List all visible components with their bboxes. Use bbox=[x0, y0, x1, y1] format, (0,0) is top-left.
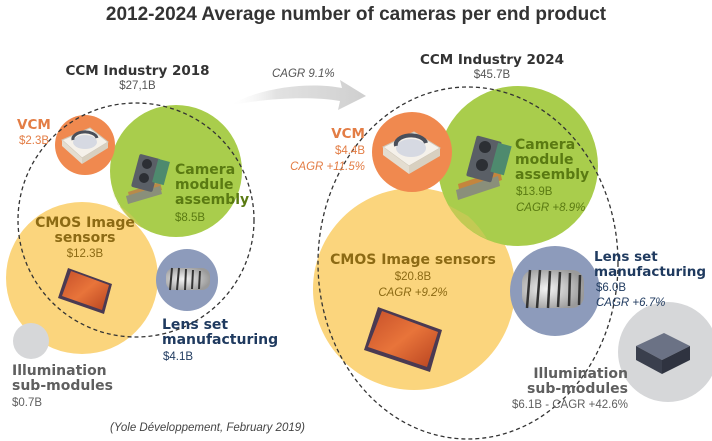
arrow-cagr-label: CAGR 9.1% bbox=[272, 68, 335, 80]
illumination-2024-label: Illumination sub-modules bbox=[500, 367, 628, 397]
header-2018: CCM Industry 2018 bbox=[65, 63, 210, 79]
cmos-2018-label-line1: CMOS Image bbox=[35, 215, 135, 231]
circle-2024-camera bbox=[438, 86, 598, 246]
page-title: 2012-2024 Average number of cameras per … bbox=[105, 4, 607, 25]
camera-2024-value: $13.9B bbox=[516, 186, 553, 198]
boundary-2024 bbox=[317, 86, 619, 440]
lens-2024-cagr: CAGR +6.7% bbox=[596, 297, 666, 309]
camera-2018-label-line2: module bbox=[175, 177, 234, 193]
vcm-2024-label: VCM bbox=[331, 126, 365, 142]
camera-2024-label: Camera module assembly bbox=[515, 138, 589, 183]
growth-arrow bbox=[228, 80, 366, 110]
circle-2024-cmos bbox=[313, 188, 515, 390]
cmos-2018-value: $12.3B bbox=[66, 248, 104, 260]
illumination-2024-label-line1: Illumination bbox=[533, 366, 628, 382]
camera-module-2024-icon bbox=[456, 135, 512, 200]
cmos-sensor-2024-icon bbox=[364, 307, 442, 372]
vcm-2018-icon bbox=[61, 127, 109, 164]
circle-2018-illumination bbox=[13, 323, 49, 359]
overlap-2018-cmos-camera bbox=[112, 190, 142, 228]
lens-2018-label-line2: manufacturing bbox=[162, 332, 279, 348]
header-2024: CCM Industry 2024 bbox=[419, 52, 565, 68]
illumination-2024-label-line2: sub-modules bbox=[527, 381, 628, 397]
camera-2018-label: Camera module assembly bbox=[175, 163, 249, 208]
cmos-2024-label: CMOS Image sensors bbox=[330, 252, 496, 268]
cmos-2018-label-line2: sensors bbox=[54, 230, 116, 246]
circle-2018-camera bbox=[110, 105, 242, 237]
illumination-module-2024-icon bbox=[636, 333, 690, 374]
total-2024: $45.7B bbox=[473, 69, 511, 81]
source-note: (Yole Développement, February 2019) bbox=[110, 422, 305, 434]
lens-2024-value: $6.0B bbox=[596, 282, 627, 294]
camera-2018-label-line1: Camera bbox=[175, 162, 236, 178]
lens-2024-label: Lens set manufacturing bbox=[594, 250, 706, 280]
lens-2024-icon bbox=[522, 269, 584, 309]
cmos-2024-cagr: CAGR +9.2% bbox=[378, 287, 448, 299]
cmos-sensor-2018-icon bbox=[58, 268, 112, 314]
camera-2024-label-line1: Camera bbox=[515, 137, 576, 153]
vcm-2018-value: $2.3B bbox=[19, 135, 50, 147]
illumination-2018-label: Illumination sub-modules bbox=[12, 364, 113, 394]
total-2018: $27,1B bbox=[119, 80, 156, 92]
illumination-2024-value-cagr: $6.1B - CAGR +42.6% bbox=[511, 399, 628, 411]
cmos-2018-label: CMOS Image sensors bbox=[30, 216, 140, 246]
vcm-2024-value: $4.4B bbox=[334, 145, 365, 157]
lens-2018-value: $4.1B bbox=[163, 351, 194, 363]
lens-2024-label-line1: Lens set bbox=[594, 249, 658, 265]
camera-2018-label-line3: assembly bbox=[175, 192, 250, 208]
illumination-2018-value: $0.7B bbox=[12, 397, 43, 409]
lens-2024-label-line2: manufacturing bbox=[594, 264, 707, 280]
vcm-2018-label: VCM bbox=[17, 117, 51, 133]
boundary-2018 bbox=[17, 102, 255, 338]
camera-2024-label-line3: assembly bbox=[515, 167, 590, 183]
camera-2018-value: $8.5B bbox=[175, 212, 206, 224]
illumination-2018-label-line2: sub-modules bbox=[12, 378, 113, 394]
camera-module-2018-icon bbox=[126, 154, 170, 204]
lens-2018-icon bbox=[166, 267, 210, 291]
lens-2018-label-line1: Lens set bbox=[162, 317, 229, 333]
lens-2018-label: Lens set manufacturing bbox=[162, 318, 278, 348]
overlap-2024-cmos-camera bbox=[448, 205, 487, 239]
cmos-2024-value: $20.8B bbox=[394, 271, 432, 283]
camera-2024-cagr: CAGR +8.9% bbox=[516, 202, 586, 214]
camera-2024-label-line2: module bbox=[515, 152, 574, 168]
vcm-2024-cagr: CAGR +11.5% bbox=[290, 161, 365, 173]
vcm-2024-icon bbox=[382, 131, 441, 174]
illumination-2018-label-line1: Illumination bbox=[12, 363, 107, 379]
